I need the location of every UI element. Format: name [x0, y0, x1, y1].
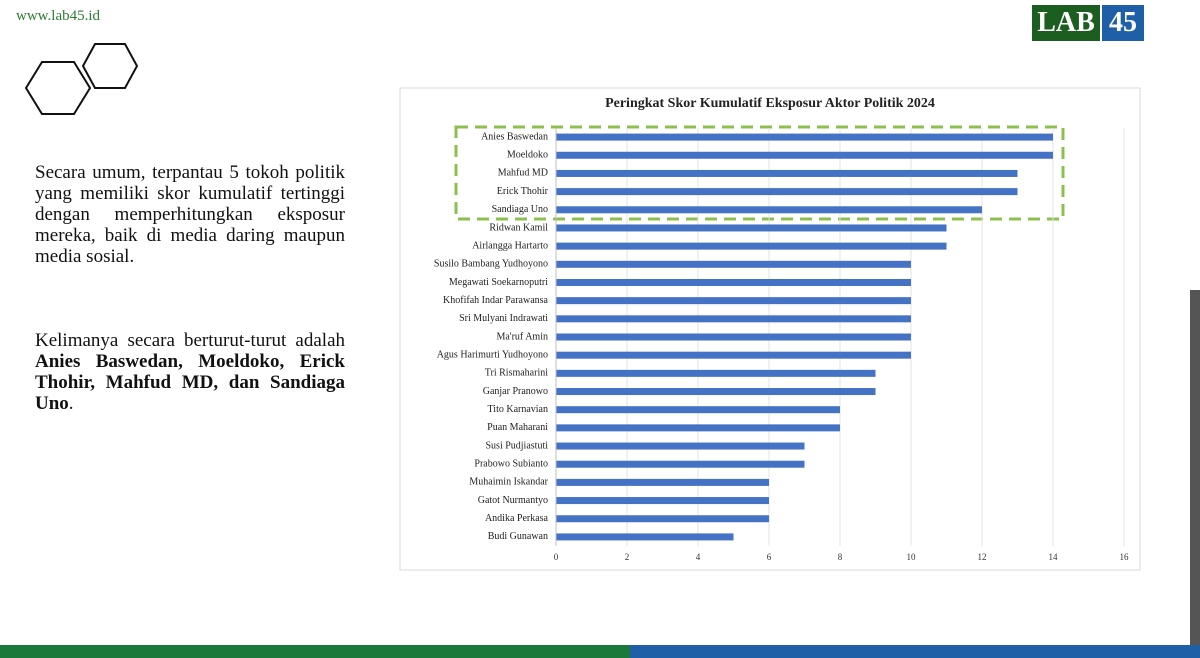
- y-tick-label: Ridwan Kamil: [489, 222, 548, 233]
- logo-number: 45: [1102, 5, 1144, 41]
- x-tick-label: 14: [1049, 552, 1059, 562]
- y-tick-label: Megawati Soekarnoputri: [449, 277, 548, 288]
- bar: [556, 460, 805, 468]
- site-url: www.lab45.id: [16, 8, 101, 24]
- bar: [556, 424, 840, 432]
- bar: [556, 151, 1053, 159]
- bar: [556, 297, 911, 305]
- y-tick-label: Susi Pudjiastuti: [485, 440, 548, 451]
- text-segment: Kelimanya secara berturut-turut adalah: [35, 330, 345, 351]
- x-tick-label: 6: [767, 552, 772, 562]
- text-segment: Anies Baswedan, Moeldoko, Erick Thohir, …: [35, 351, 345, 414]
- bar: [556, 515, 769, 523]
- bar: [556, 369, 876, 377]
- chart-frame: [399, 87, 1141, 571]
- bar: [556, 278, 911, 286]
- x-tick-label: 8: [838, 552, 843, 562]
- y-tick-label: Agus Harimurti Yudhoyono: [437, 349, 548, 360]
- bar: [556, 497, 769, 505]
- highlight-box: [454, 125, 1065, 221]
- y-tick-label: Airlangga Hartarto: [472, 240, 548, 251]
- y-tick-label: Muhaimin Iskandar: [469, 477, 548, 488]
- bar: [556, 224, 947, 232]
- y-tick-label: Ma'ruf Amin: [496, 331, 548, 342]
- y-tick-label: Moeldoko: [507, 150, 548, 161]
- y-tick-label: Khofifah Indar Parawansa: [443, 295, 549, 306]
- bar: [556, 260, 911, 268]
- paragraph: Secara umum, terpantau 5 tokoh politik y…: [35, 162, 345, 267]
- y-tick-label: Erick Thohir: [497, 186, 549, 197]
- y-tick-label: Gatot Nurmantyo: [478, 495, 548, 506]
- y-tick-label: Andika Perkasa: [485, 513, 549, 524]
- y-tick-label: Sri Mulyani Indrawati: [459, 313, 548, 324]
- bar: [556, 242, 947, 250]
- screen-edge: [1190, 290, 1200, 645]
- y-tick-label: Sandiaga Uno: [492, 204, 548, 215]
- bar: [556, 133, 1053, 141]
- y-tick-label: Mahfud MD: [498, 168, 548, 179]
- hexagon: [81, 43, 139, 89]
- bar: [556, 169, 1018, 177]
- bar: [556, 406, 840, 414]
- y-tick-label: Susilo Bambang Yudhoyono: [434, 259, 548, 270]
- logo-lab: LAB: [1032, 5, 1100, 41]
- footer-band: [630, 645, 1200, 658]
- bar: [556, 315, 911, 323]
- x-tick-label: 0: [554, 552, 559, 562]
- x-tick-label: 2: [625, 552, 630, 562]
- y-tick-label: Tri Rismaharini: [485, 368, 548, 379]
- hexagons: [24, 43, 139, 115]
- bar: [556, 442, 805, 450]
- bar: [556, 333, 911, 341]
- bar: [556, 351, 911, 359]
- text-segment: .: [68, 393, 74, 414]
- y-tick-label: Prabowo Subianto: [474, 459, 548, 470]
- footer-band: [0, 645, 630, 658]
- bar: [556, 206, 982, 214]
- y-tick-label: Puan Maharani: [487, 422, 548, 433]
- bar: [556, 188, 1018, 196]
- y-tick-label: Anies Baswedan: [481, 131, 548, 142]
- hexagon: [24, 61, 92, 115]
- y-tick-label: Ganjar Pranowo: [483, 386, 548, 397]
- paragraph: Kelimanya secara berturut-turut adalah A…: [35, 330, 345, 414]
- bar: [556, 388, 876, 396]
- bar: [556, 478, 769, 486]
- x-tick-label: 12: [978, 552, 987, 562]
- bar: [556, 533, 734, 541]
- x-tick-label: 10: [907, 552, 917, 562]
- y-tick-label: Budi Gunawan: [488, 531, 548, 542]
- x-tick-label: 4: [696, 552, 701, 562]
- chart-title: Peringkat Skor Kumulatif Eksposur Aktor …: [605, 96, 935, 111]
- x-tick-label: 16: [1120, 552, 1130, 562]
- y-tick-label: Tito Karnavian: [488, 404, 548, 415]
